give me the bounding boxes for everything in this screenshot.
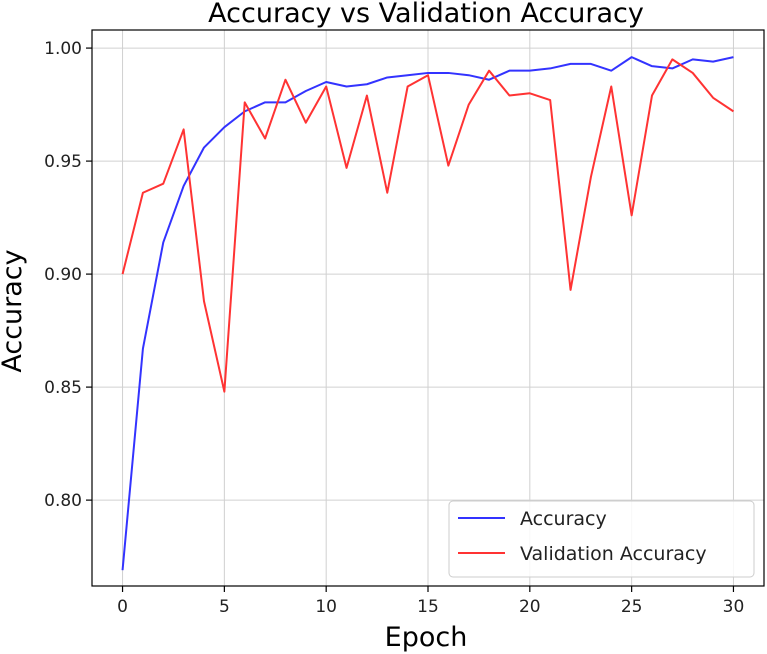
y-tick-label: 1.00 [44,39,82,59]
x-tick-label: 20 [519,597,541,617]
x-tick-label: 15 [417,597,439,617]
y-tick-label: 0.85 [44,378,82,398]
grid [92,30,764,586]
x-tick-label: 25 [621,597,643,617]
chart-title: Accuracy vs Validation Accuracy [208,0,644,29]
series-line-validation-accuracy [121,58,735,393]
series-layer [121,56,735,571]
legend-label-validation-accuracy: Validation Accuracy [520,543,707,565]
y-tick-label: 0.95 [44,152,82,172]
x-tick-label: 30 [723,597,745,617]
x-tick-label: 0 [117,597,128,617]
series-line-accuracy [121,56,734,571]
legend-box [448,500,755,578]
y-tick-label: 0.80 [44,491,82,511]
legend: Accuracy Validation Accuracy [448,500,755,578]
axis-ticks: 0 5 10 15 20 25 30 0.80 0.85 0.90 0.95 1.00 [44,39,744,617]
x-tick-label: 10 [315,597,337,617]
legend-label-accuracy: Accuracy [520,508,607,530]
y-tick-label: 0.90 [44,265,82,285]
x-tick-label: 5 [219,597,230,617]
x-axis-label: Epoch [385,622,468,653]
y-axis-label: Accuracy [0,249,28,372]
